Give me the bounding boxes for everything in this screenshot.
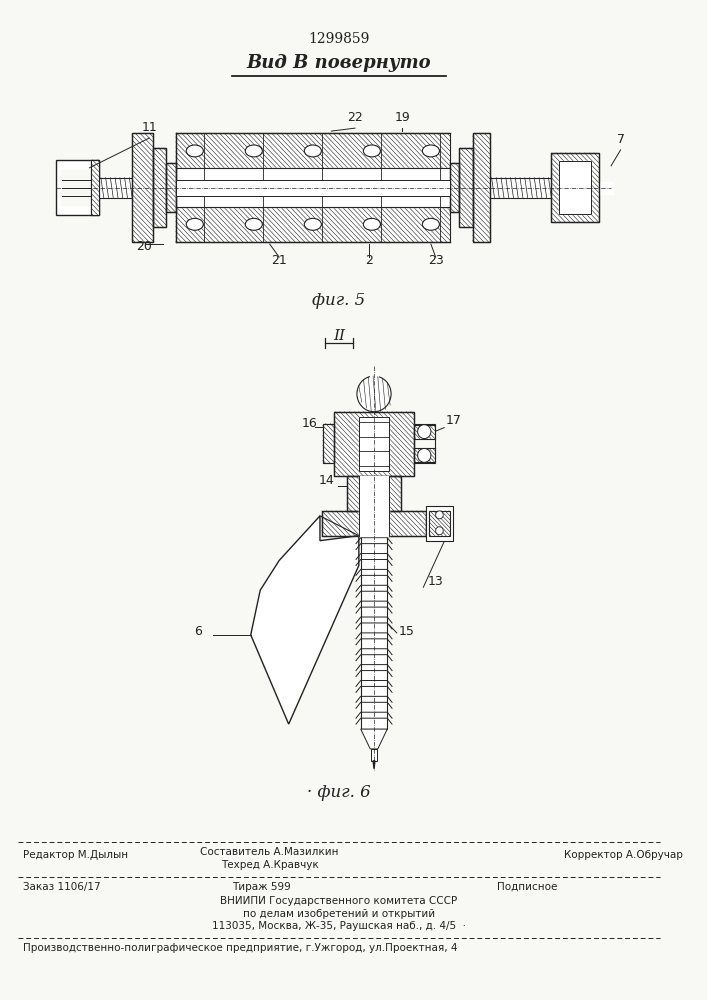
Text: Техред А.Кравчук: Техред А.Кравчук — [221, 860, 319, 870]
Text: 113035, Москва, Ж-35, Раушская наб., д. 4/5  ·: 113035, Москва, Ж-35, Раушская наб., д. … — [212, 921, 466, 931]
Text: Составитель А.Мазилкин: Составитель А.Мазилкин — [201, 847, 339, 857]
Ellipse shape — [304, 145, 322, 157]
Polygon shape — [551, 153, 599, 222]
Bar — [347, 476, 401, 511]
Text: 22: 22 — [347, 111, 363, 124]
Bar — [166, 163, 176, 212]
Text: 23: 23 — [428, 254, 443, 267]
Polygon shape — [251, 516, 359, 724]
Text: 2: 2 — [366, 254, 373, 267]
Circle shape — [418, 448, 431, 462]
Text: Подписное: Подписное — [497, 882, 558, 892]
Polygon shape — [176, 207, 450, 242]
Text: 6: 6 — [194, 625, 201, 638]
Bar — [551, 153, 599, 222]
Polygon shape — [559, 161, 591, 214]
Polygon shape — [371, 749, 377, 761]
Bar — [559, 161, 591, 214]
Bar — [473, 133, 490, 242]
Ellipse shape — [422, 218, 440, 230]
Text: по делам изобретений и открытий: по делам изобретений и открытий — [243, 909, 435, 919]
Ellipse shape — [363, 218, 380, 230]
Text: Тираж 599: Тираж 599 — [232, 882, 291, 892]
Polygon shape — [166, 163, 176, 212]
Polygon shape — [323, 424, 334, 463]
Text: Редактор М.Дылын: Редактор М.Дылын — [23, 850, 128, 860]
Bar — [322, 511, 426, 536]
Text: 13: 13 — [428, 575, 444, 588]
Bar — [460, 148, 473, 227]
Polygon shape — [460, 148, 473, 227]
Circle shape — [436, 511, 443, 519]
FancyBboxPatch shape — [57, 160, 99, 215]
Text: фиг. 5: фиг. 5 — [312, 292, 366, 309]
Bar — [334, 412, 414, 476]
Ellipse shape — [245, 145, 262, 157]
Text: 14: 14 — [319, 474, 334, 487]
Polygon shape — [176, 168, 450, 207]
Text: · фиг. 6: · фиг. 6 — [307, 784, 370, 801]
Text: 11: 11 — [141, 121, 157, 134]
Polygon shape — [132, 133, 153, 242]
Ellipse shape — [186, 145, 204, 157]
Polygon shape — [359, 476, 389, 511]
Polygon shape — [153, 148, 166, 227]
Bar — [450, 163, 460, 212]
Polygon shape — [450, 163, 460, 212]
Text: 19: 19 — [395, 111, 410, 124]
Polygon shape — [91, 160, 99, 215]
Polygon shape — [91, 160, 99, 215]
Text: II: II — [333, 329, 345, 343]
Ellipse shape — [304, 218, 322, 230]
Text: 7: 7 — [617, 133, 624, 146]
Text: Производственно-полиграфическое предприятие, г.Ужгород, ул.Проектная, 4: Производственно-полиграфическое предприя… — [23, 943, 457, 953]
Polygon shape — [322, 511, 426, 536]
Polygon shape — [176, 133, 450, 168]
Polygon shape — [347, 476, 401, 511]
Ellipse shape — [422, 145, 440, 157]
Polygon shape — [359, 511, 389, 536]
Polygon shape — [61, 170, 90, 205]
Ellipse shape — [186, 218, 204, 230]
Ellipse shape — [245, 218, 262, 230]
Text: 17: 17 — [446, 414, 462, 427]
Polygon shape — [361, 729, 387, 749]
Polygon shape — [414, 425, 435, 439]
Text: Вид В повернуто: Вид В повернуто — [247, 54, 431, 72]
Polygon shape — [334, 412, 414, 476]
Text: 1299859: 1299859 — [308, 32, 370, 46]
Polygon shape — [176, 180, 450, 196]
Text: ВНИИПИ Государственного комитета СССР: ВНИИПИ Государственного комитета СССР — [221, 896, 457, 906]
Text: 16: 16 — [302, 417, 317, 430]
Bar — [426, 506, 452, 541]
Circle shape — [418, 425, 431, 439]
Text: 20: 20 — [136, 240, 153, 253]
Polygon shape — [373, 761, 375, 769]
Bar — [132, 133, 153, 242]
Bar — [359, 417, 389, 471]
Text: 21: 21 — [271, 254, 287, 267]
Bar — [323, 424, 334, 463]
Polygon shape — [359, 417, 389, 471]
Polygon shape — [361, 536, 387, 729]
Polygon shape — [429, 511, 450, 536]
Text: Корректор А.Обручар: Корректор А.Обручар — [563, 850, 682, 860]
Polygon shape — [414, 448, 435, 462]
Circle shape — [357, 376, 391, 412]
Bar — [153, 148, 166, 227]
Bar — [414, 424, 435, 463]
Circle shape — [436, 527, 443, 535]
Polygon shape — [473, 133, 490, 242]
Text: 15: 15 — [399, 625, 414, 638]
Ellipse shape — [363, 145, 380, 157]
Text: Заказ 1106/17: Заказ 1106/17 — [23, 882, 101, 892]
